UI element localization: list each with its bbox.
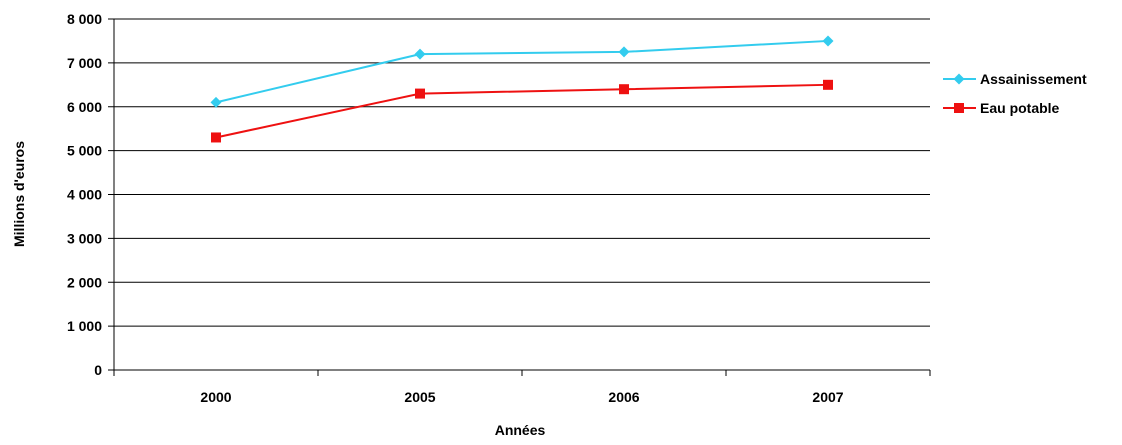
series <box>210 35 834 143</box>
data-point-assainissement <box>414 48 426 60</box>
legend-item-eau-potable: Eau potable <box>943 100 1060 116</box>
x-tick-label: 2005 <box>404 389 435 405</box>
y-tick-labels: 0 1 000 2 000 3 000 4 000 5 000 6 000 7 000 8 00… <box>67 11 102 378</box>
y-tick-label: 1 000 <box>67 318 102 334</box>
x-tick-label: 2007 <box>812 389 843 405</box>
data-point-eau-potable <box>211 132 221 143</box>
data-point-assainissement <box>210 96 222 108</box>
y-tick-label: 8 000 <box>67 11 102 27</box>
series-line-eau-potable <box>215 83 829 139</box>
y-tick-label: 2 000 <box>67 274 102 290</box>
legend-marker <box>953 73 965 85</box>
y-tick-label: 4 000 <box>67 187 102 203</box>
x-tick-label: 2000 <box>200 389 231 405</box>
data-point-assainissement <box>618 46 630 58</box>
y-tick-label: 3 000 <box>67 230 102 246</box>
data-point-eau-potable <box>823 79 833 90</box>
legend-label: Assainissement <box>980 71 1087 87</box>
legend-item-assainissement: Assainissement <box>943 71 1087 87</box>
x-tick-labels: 2000 2005 2006 2007 <box>200 389 843 405</box>
x-tick-label: 2006 <box>608 389 639 405</box>
legend-marker <box>954 103 964 113</box>
data-point-eau-potable <box>619 84 629 95</box>
series-line-assainissement <box>215 39 829 104</box>
x-axis-label: Années <box>495 422 546 438</box>
y-tick-label: 6 000 <box>67 99 102 115</box>
axes <box>108 18 931 376</box>
legend: Assainissement Eau potable <box>943 71 1087 116</box>
series-assainissement <box>210 35 834 108</box>
y-axis-label: Millions d'euros <box>11 141 27 247</box>
series-eau-potable <box>211 79 833 143</box>
data-point-assainissement <box>822 35 834 47</box>
y-tick-label: 5 000 <box>67 143 102 159</box>
gridlines <box>114 18 930 327</box>
y-tick-label: 0 <box>94 362 102 378</box>
legend-label: Eau potable <box>980 100 1060 116</box>
data-point-eau-potable <box>415 88 425 99</box>
y-tick-label: 7 000 <box>67 55 102 71</box>
